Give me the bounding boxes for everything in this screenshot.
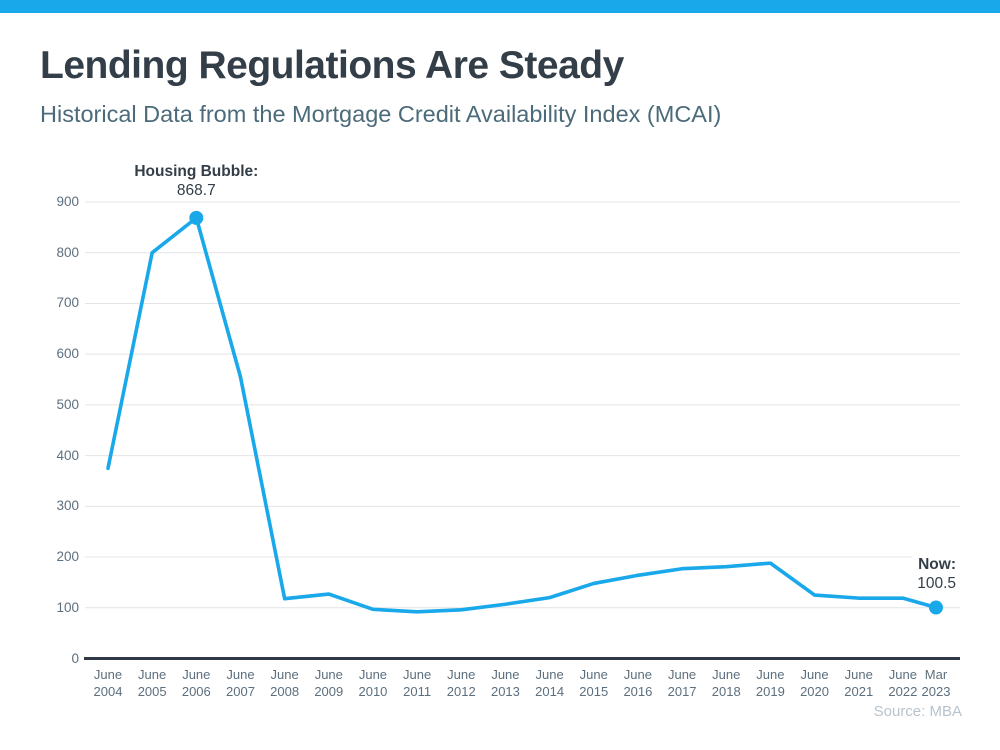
y-axis-tick-label: 800 (56, 244, 79, 260)
annotation-housing-bubble-value: 868.7 (176, 181, 216, 199)
x-axis-tick-label: June 2021 (844, 667, 874, 699)
accent-top-bar (0, 0, 1000, 13)
x-axis-tick-label: June 2020 (800, 667, 829, 699)
x-axis-tick-label: June 2005 (137, 667, 167, 699)
x-axis-tick-label: June 2015 (579, 667, 609, 699)
x-axis-tick-label: June 2009 (314, 667, 344, 699)
data-point-marker (929, 600, 943, 615)
annotation-now: Now: 100.5 (912, 553, 961, 594)
y-axis-tick-label: 700 (56, 295, 79, 311)
y-axis-tick-label: 400 (56, 447, 79, 463)
x-axis-tick-label: June 2006 (181, 667, 211, 699)
x-axis-tick-label: June 2019 (755, 667, 785, 699)
y-axis-tick-label: 900 (56, 194, 79, 209)
y-axis-tick-label: 100 (56, 599, 79, 615)
y-axis-tick-label: 600 (56, 346, 79, 362)
x-axis-tick-label: June 2012 (446, 667, 476, 699)
x-axis-tick-label: June 2018 (711, 667, 741, 699)
x-axis-tick-label: June 2007 (226, 667, 255, 699)
y-axis-tick-label: 300 (56, 498, 79, 514)
annotation-now-label: Now: (918, 555, 956, 573)
x-axis-tick-label: Mar 2023 (921, 667, 951, 699)
mcai-trend-line (106, 216, 938, 614)
x-axis-tick-label: June 2008 (270, 667, 300, 699)
annotation-now-value: 100.5 (917, 574, 956, 592)
source-credit: Source: MBA (873, 703, 962, 720)
x-axis-tick-label: June 2004 (93, 667, 123, 699)
y-axis-tick-label: 500 (56, 396, 79, 412)
x-axis-tick-label: June 2022 (888, 667, 918, 699)
data-point-marker (189, 210, 204, 225)
x-axis-tick-label: June 2010 (358, 667, 388, 699)
x-axis-tick-label: June 2011 (403, 667, 432, 699)
page-subtitle: Historical Data from the Mortgage Credit… (40, 101, 722, 127)
annotation-housing-bubble-label: Housing Bubble: (134, 162, 259, 180)
x-axis-tick-label: June 2013 (490, 667, 520, 699)
x-axis-tick-label: June 2016 (623, 667, 653, 699)
x-axis-tick-label: June 2014 (535, 667, 565, 699)
x-axis-tick-label: June 2017 (667, 667, 697, 699)
y-axis-tick-label: 200 (56, 549, 79, 565)
y-axis-tick-label: 0 (71, 650, 79, 666)
annotation-housing-bubble: Housing Bubble: 868.7 (129, 160, 264, 201)
page-title: Lending Regulations Are Steady (40, 44, 624, 87)
